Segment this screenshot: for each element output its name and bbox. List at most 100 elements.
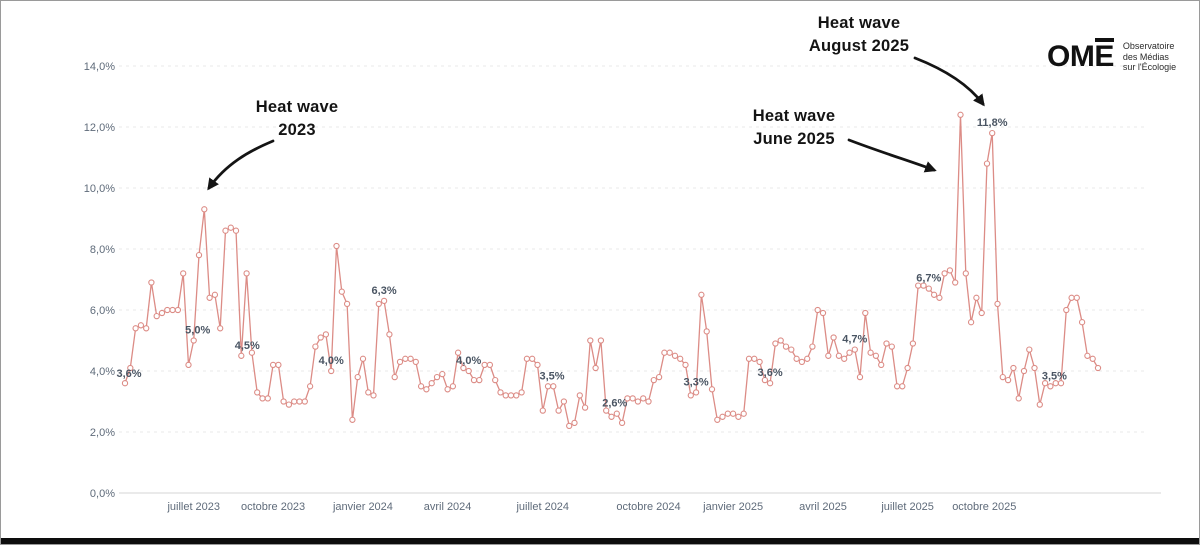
data-point xyxy=(254,389,261,396)
data-point xyxy=(618,419,626,427)
bottom-black-bar xyxy=(1,538,1199,544)
x-tick-label: janvier 2024 xyxy=(332,501,393,513)
data-point xyxy=(862,309,869,317)
data-point xyxy=(835,352,843,359)
data-point xyxy=(745,355,753,362)
data-point xyxy=(507,392,515,399)
y-tick-label: 2,0% xyxy=(90,427,115,439)
data-point xyxy=(518,389,525,396)
data-point xyxy=(576,392,583,399)
data-point xyxy=(878,361,885,369)
data-point xyxy=(1004,376,1012,384)
data-point xyxy=(671,352,679,359)
data-point-label: 3,3% xyxy=(684,376,709,388)
data-point xyxy=(1041,380,1049,387)
data-point xyxy=(804,355,811,362)
data-point xyxy=(841,355,848,362)
data-point xyxy=(566,422,573,430)
data-point xyxy=(645,398,652,405)
data-point xyxy=(930,291,938,298)
data-point xyxy=(121,380,129,387)
logo-tagline: Observatoire des Médias sur l'Écologie xyxy=(1123,41,1176,73)
heat-wave-june-2025-arrow-icon xyxy=(847,138,937,173)
data-point xyxy=(185,361,192,369)
ome-logo: OME Observatoire des Médias sur l'Écolog… xyxy=(1047,37,1176,73)
data-point xyxy=(460,364,467,372)
data-point xyxy=(967,319,975,326)
data-point xyxy=(650,376,657,384)
data-point xyxy=(1094,364,1102,372)
data-point xyxy=(137,322,145,329)
data-point xyxy=(328,367,335,375)
data-point xyxy=(978,309,985,317)
data-point xyxy=(513,392,520,399)
x-tick-label: avril 2024 xyxy=(424,501,472,513)
data-point xyxy=(782,343,790,350)
data-point xyxy=(444,386,451,393)
data-point xyxy=(634,398,642,405)
data-point xyxy=(238,352,245,359)
data-point xyxy=(1089,355,1096,362)
data-point xyxy=(275,361,282,369)
data-point xyxy=(740,410,747,417)
data-point-label: 3,5% xyxy=(1042,370,1067,382)
data-point-label: 5,0% xyxy=(185,325,210,337)
data-point-label: 4,0% xyxy=(319,355,344,367)
x-tick-label: octobre 2023 xyxy=(241,501,305,513)
y-tick-label: 10,0% xyxy=(84,183,115,195)
logo-wordmark: OME xyxy=(1047,37,1114,71)
data-point xyxy=(195,251,203,259)
data-point xyxy=(1073,294,1080,301)
y-tick-label: 0,0% xyxy=(90,488,115,500)
logo-tagline-line: Observatoire xyxy=(1122,41,1175,51)
data-point xyxy=(714,416,721,423)
data-point xyxy=(423,386,430,393)
data-point xyxy=(439,370,446,378)
data-point xyxy=(994,300,1001,308)
data-point xyxy=(1026,346,1033,353)
data-point xyxy=(417,383,425,390)
data-point xyxy=(867,349,874,356)
data-point xyxy=(788,346,795,353)
data-point xyxy=(893,383,901,390)
data-point xyxy=(359,355,367,362)
data-point xyxy=(296,398,303,405)
y-tick-label: 14,0% xyxy=(84,61,115,73)
data-point xyxy=(872,352,880,359)
data-point xyxy=(629,395,636,402)
data-point xyxy=(989,129,996,137)
data-point xyxy=(180,270,187,277)
data-point xyxy=(724,410,731,417)
data-point xyxy=(481,361,488,369)
heat-wave-2023-annotation: Heat wave 2023 xyxy=(227,96,367,142)
data-point xyxy=(428,380,435,387)
heat-wave-2023-arrow-icon xyxy=(207,139,275,191)
data-point xyxy=(370,392,377,399)
data-point xyxy=(677,355,684,362)
data-point xyxy=(391,373,398,381)
data-point xyxy=(280,398,287,405)
data-point xyxy=(153,312,160,320)
x-tick-label: janvier 2025 xyxy=(702,501,763,513)
data-point xyxy=(692,389,700,396)
data-point xyxy=(201,206,208,213)
data-point xyxy=(396,358,404,366)
data-point xyxy=(962,270,969,277)
data-point-label: 6,7% xyxy=(916,273,941,285)
data-point xyxy=(729,410,737,417)
data-point xyxy=(1047,383,1054,390)
data-point xyxy=(814,306,821,314)
data-point xyxy=(1020,367,1028,375)
data-point xyxy=(571,419,578,427)
data-point-label: 6,3% xyxy=(372,285,397,297)
data-point xyxy=(1068,294,1075,301)
data-point xyxy=(957,111,964,118)
logo-tagline-line: sur l'Écologie xyxy=(1122,62,1177,72)
data-point xyxy=(301,398,308,405)
data-point xyxy=(1078,319,1086,326)
data-point xyxy=(343,300,351,308)
data-point-label: 3,5% xyxy=(539,370,564,382)
data-point xyxy=(846,349,853,356)
data-point xyxy=(809,343,816,350)
